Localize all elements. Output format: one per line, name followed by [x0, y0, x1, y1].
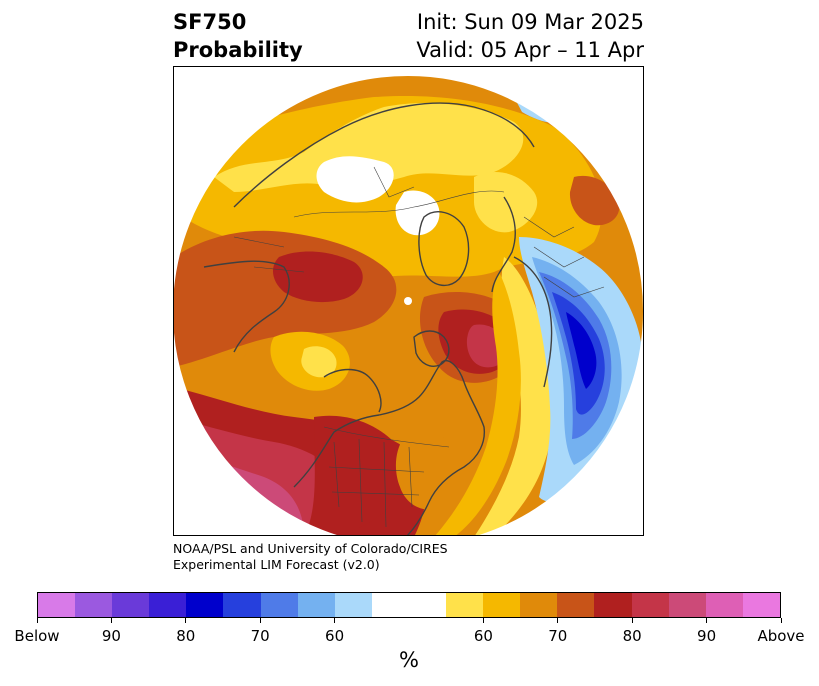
polar-map-svg — [174, 74, 643, 535]
colorbar — [37, 592, 781, 618]
neutral-region-arctic-2 — [395, 190, 440, 236]
coast-hudson-bay — [413, 330, 450, 367]
yellow-region-scand — [474, 172, 538, 233]
colorbar-above-swatch — [631, 593, 669, 617]
yellow-band-atlantic — [474, 257, 554, 535]
colorbar-below-swatch — [75, 593, 113, 617]
colorbar-tick-label: 80 — [622, 627, 642, 645]
colorbar-below-swatch — [112, 593, 150, 617]
colorbar-tick-label: 80 — [176, 627, 196, 645]
coast-europe — [513, 256, 553, 388]
red-region-us — [304, 415, 403, 535]
title-block-right: Init: Sun 09 Mar 2025 Valid: 05 Apr – 11… — [416, 8, 644, 64]
variable-title: SF750 — [173, 10, 247, 34]
coast-north-america — [293, 360, 486, 535]
colorbar-tick-mark — [482, 618, 484, 623]
colorbar-above-swatch — [520, 593, 558, 617]
colorbar-above-swatch — [668, 593, 706, 617]
coast-greenland — [418, 211, 470, 286]
colorbar-tick-label: 70 — [548, 627, 568, 645]
orange-region-se — [395, 433, 468, 510]
border-asia-1 — [233, 166, 415, 273]
colorbar-tick-mark — [259, 618, 261, 623]
colorbar-above-swatch — [594, 593, 632, 617]
credit-line-1: NOAA/PSL and University of Colorado/CIRE… — [173, 541, 448, 556]
border-us-states-1 — [333, 438, 413, 528]
map-boundary — [174, 74, 643, 535]
colorbar-below-swatch — [223, 593, 261, 617]
colorbar-above-swatch — [557, 593, 595, 617]
border-canada-us — [323, 426, 450, 448]
colorbar-below-swatch — [149, 593, 187, 617]
border-us-states-2 — [328, 466, 425, 496]
north-pole-marker — [404, 297, 412, 305]
colorbar-tick-mark — [185, 618, 187, 623]
red-region-siberia — [272, 251, 363, 303]
coast-eurasia-north — [233, 102, 535, 208]
colorbar-above-swatch — [483, 593, 521, 617]
colorbar-tick-mark — [334, 618, 336, 623]
colorbar-tick-label: 90 — [101, 627, 121, 645]
colorbar-tick-label: Above — [757, 627, 805, 645]
colorbar-tick-mark — [780, 618, 782, 623]
colorbar-tick-label: 60 — [325, 627, 345, 645]
coast-scandinavia — [491, 196, 516, 293]
valid-range: Valid: 05 Apr – 11 Apr — [416, 38, 644, 62]
probability-subtitle: Probability — [173, 38, 303, 62]
colorbar-tick-mark — [631, 618, 633, 623]
colorbar-above-swatch — [705, 593, 743, 617]
colorbar-below-swatch — [334, 593, 372, 617]
colorbar-below-swatch — [260, 593, 298, 617]
colorbar-tick-label: Below — [14, 627, 60, 645]
coast-alaska — [323, 368, 382, 413]
colorbar-below-swatch — [38, 593, 76, 617]
probability-field — [174, 75, 643, 535]
colorbar-tick-label: 70 — [250, 627, 270, 645]
coast-asia-east — [203, 260, 290, 353]
colorbar-below-swatch — [297, 593, 335, 617]
darkblue-region — [566, 312, 597, 389]
coastlines — [203, 102, 553, 535]
colorbar-below-swatch — [186, 593, 224, 617]
credit-text: NOAA/PSL and University of Colorado/CIRE… — [173, 541, 448, 573]
burnt-region-ne — [569, 175, 620, 226]
colorbar-unit: % — [399, 648, 419, 672]
colorbar-tick-label: 60 — [473, 627, 493, 645]
gold-band-atlantic — [434, 272, 521, 535]
init-date: Init: Sun 09 Mar 2025 — [416, 10, 644, 34]
border-russia — [293, 190, 505, 218]
colorbar-tick-mark — [36, 618, 38, 623]
colorbar-tick-label: 90 — [697, 627, 717, 645]
colorbar-above-swatch — [446, 593, 484, 617]
yellow-region-pacific — [301, 346, 337, 378]
forecast-map — [173, 66, 644, 536]
colorbar-tick-mark — [110, 618, 112, 623]
title-block-left: SF750 Probability — [173, 8, 303, 64]
colorbar-tick-mark — [706, 618, 708, 623]
credit-line-2: Experimental LIM Forecast (v2.0) — [173, 557, 380, 572]
colorbar-neutral-swatch — [371, 593, 447, 617]
border-europe-1 — [523, 216, 605, 298]
yellow-region-arctic — [214, 102, 524, 192]
political-borders — [233, 166, 605, 528]
colorbar-above-swatch — [742, 593, 780, 617]
colorbar-tick-mark — [557, 618, 559, 623]
